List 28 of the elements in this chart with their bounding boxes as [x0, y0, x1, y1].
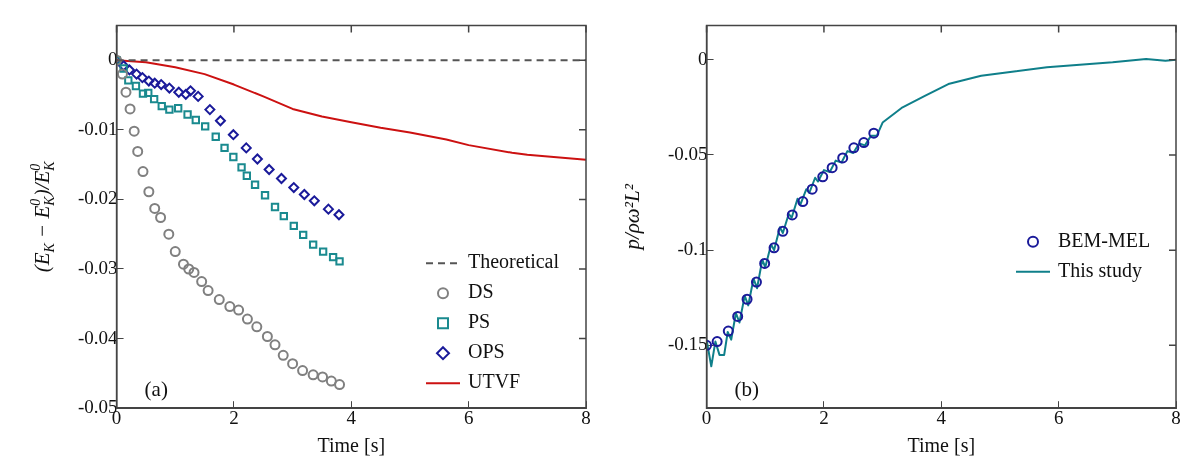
legend-label: This study — [1058, 259, 1142, 283]
y-tick-label: -0.04 — [78, 326, 119, 348]
x-tick-label: 2 — [229, 406, 239, 428]
y-tick-label: -0.02 — [78, 187, 118, 209]
x-axis-title: Time [s] — [907, 434, 976, 456]
legend-label: OPS — [468, 340, 505, 363]
x-tick-label: 4 — [936, 406, 947, 428]
legend-label: BEM-MEL — [1058, 229, 1151, 252]
legend-label: PS — [468, 310, 491, 333]
x-tick-label: 2 — [819, 406, 829, 428]
y-tick-label: -0.05 — [668, 142, 708, 164]
x-tick-label: 4 — [346, 406, 357, 428]
y-tick-label: -0.01 — [78, 117, 118, 139]
y-tick-label: -0.15 — [668, 333, 708, 355]
legend-label: UTVF — [468, 370, 521, 393]
x-tick-label: 6 — [1053, 406, 1064, 428]
x-tick-label: 8 — [581, 406, 591, 428]
y-axis-title: p/ρω²L² — [619, 183, 644, 252]
x-tick-label: 6 — [463, 406, 474, 428]
y-tick-label: -0.1 — [677, 238, 708, 260]
annotation: (b) — [734, 377, 760, 402]
x-tick-label: 8 — [1171, 406, 1181, 428]
legend-label: DS — [468, 280, 494, 303]
legend-label: Theoretical — [468, 250, 560, 273]
y-tick-label: -0.03 — [78, 256, 118, 278]
x-axis-title: Time [s] — [317, 434, 386, 456]
annotation: (a) — [144, 377, 168, 402]
y-axis-title: (EK − EK0)/EK0 — [28, 160, 57, 273]
